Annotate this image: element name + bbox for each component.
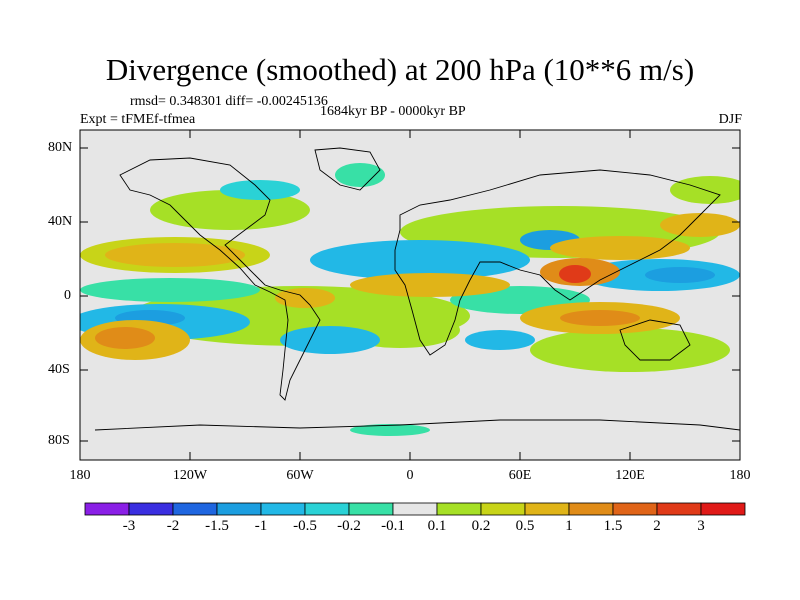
field-patch bbox=[105, 243, 245, 267]
americas-coast bbox=[119, 157, 321, 401]
period-label: 1684kyr BP - 0000kyr BP bbox=[320, 104, 466, 119]
lon-tick-60w: 60W bbox=[286, 468, 314, 483]
lon-tick-120e: 120E bbox=[615, 468, 645, 483]
colorbar-label: 0.1 bbox=[427, 518, 447, 534]
lon-tick-180w: 180 bbox=[69, 468, 91, 483]
colorbar-swatch bbox=[700, 502, 746, 516]
colorbar-label: 1 bbox=[565, 518, 573, 534]
colorbar-swatch bbox=[436, 502, 482, 516]
field-patch bbox=[350, 424, 430, 436]
colorbar-swatch bbox=[216, 502, 262, 516]
field-patch bbox=[350, 273, 510, 297]
colorbar-label: 1.5 bbox=[603, 518, 623, 534]
colorbar-label: 3 bbox=[697, 518, 705, 534]
field-patch bbox=[559, 265, 591, 283]
lon-tick-0: 0 bbox=[406, 468, 414, 483]
colorbar-label: -0.1 bbox=[381, 518, 405, 534]
colorbar-label: 2 bbox=[653, 518, 661, 534]
colorbar-label: 0.2 bbox=[471, 518, 491, 534]
colorbar-swatch bbox=[612, 502, 658, 516]
lon-tick-60e: 60E bbox=[508, 468, 532, 483]
field-patch bbox=[310, 240, 530, 280]
field-patch bbox=[550, 236, 690, 260]
colorbar-label: -3 bbox=[122, 518, 136, 534]
field-patch bbox=[95, 327, 155, 349]
colorbar-label: -1 bbox=[254, 518, 268, 534]
colorbar-swatch bbox=[304, 502, 350, 516]
antarctica-coast bbox=[94, 419, 740, 431]
lat-tick-0: 0 bbox=[64, 288, 71, 303]
colorbar bbox=[84, 502, 746, 516]
chart-title: Divergence (smoothed) at 200 hPa (10**6 … bbox=[105, 52, 695, 87]
colorbar-label: -1.5 bbox=[205, 518, 229, 534]
divergence-field bbox=[80, 163, 740, 436]
colorbar-swatch bbox=[84, 502, 130, 516]
colorbar-swatch bbox=[260, 502, 306, 516]
colorbar-swatch bbox=[172, 502, 218, 516]
colorbar-label: -0.5 bbox=[293, 518, 317, 534]
stats-text: rmsd= 0.348301 diff= -0.00245136 bbox=[130, 94, 328, 109]
colorbar-label: -0.2 bbox=[337, 518, 361, 534]
colorbar-swatch bbox=[524, 502, 570, 516]
lat-tick-40s: 40S bbox=[48, 362, 70, 377]
greenland-coast bbox=[314, 147, 381, 191]
australia-coast bbox=[619, 319, 691, 361]
colorbar-swatch bbox=[568, 502, 614, 516]
lat-tick-40n: 40N bbox=[48, 214, 73, 229]
eurasia-africa-coast bbox=[394, 169, 721, 356]
coastlines bbox=[94, 147, 740, 431]
season-label: DJF bbox=[718, 112, 742, 127]
colorbar-swatch bbox=[128, 502, 174, 516]
colorbar-label: 0.5 bbox=[515, 518, 535, 534]
lon-tick-180e: 180 bbox=[729, 468, 751, 483]
axis-ticks bbox=[80, 130, 740, 460]
field-patch bbox=[645, 267, 715, 283]
field-patch bbox=[275, 288, 335, 308]
colorbar-swatch bbox=[656, 502, 702, 516]
colorbar-swatch bbox=[392, 502, 438, 516]
colorbar-swatch bbox=[480, 502, 526, 516]
field-patch bbox=[670, 176, 740, 204]
lat-tick-80s: 80S bbox=[48, 433, 70, 448]
field-patch bbox=[660, 213, 740, 237]
field-patch bbox=[335, 163, 385, 187]
lon-tick-120w: 120W bbox=[172, 468, 208, 483]
field-patch bbox=[280, 326, 380, 354]
experiment-label: Expt = tFMEf-tfmea bbox=[80, 112, 196, 127]
colorbar-swatch bbox=[348, 502, 394, 516]
lat-tick-80n: 80N bbox=[48, 140, 73, 155]
field-patch bbox=[80, 278, 260, 302]
field-patch bbox=[465, 330, 535, 350]
field-patch bbox=[560, 310, 640, 326]
colorbar-label: -2 bbox=[166, 518, 180, 534]
